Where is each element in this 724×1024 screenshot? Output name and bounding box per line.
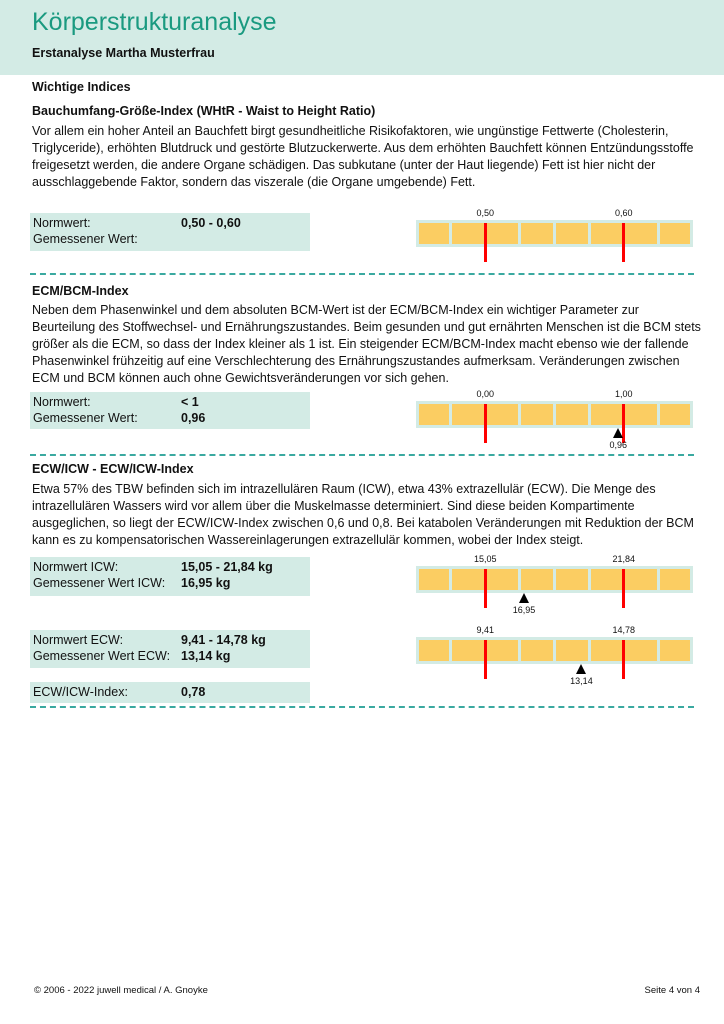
norm-low-label: 0,00 (476, 389, 495, 399)
norm-label: Normwert: (33, 395, 91, 409)
whtr-scale-bar: 0,50 0,60 (416, 208, 693, 262)
norm-low-label: 0,50 (476, 208, 495, 218)
measured-value: 13,14 kg (181, 649, 231, 663)
ecm-bcm-text: Neben dem Phasenwinkel und dem absoluten… (32, 303, 701, 385)
measured-marker-icon (519, 593, 529, 603)
measured-label: Gemessener Wert ICW: (33, 576, 166, 590)
norm-high-label: 14,78 (612, 625, 636, 635)
norm-high-label: 0,60 (614, 208, 633, 218)
scale-cell (659, 569, 690, 590)
norm-value: < 1 (181, 395, 199, 409)
scale-cell (419, 640, 450, 661)
scale-cell (521, 223, 553, 244)
ecw-values-box: Normwert ECW: 9,41 - 14,78 kg Gemessener … (30, 630, 310, 668)
section-divider (30, 454, 694, 456)
index-label: ECW/ICW-Index: (33, 685, 128, 699)
scale-cell (556, 404, 588, 425)
scale-cell (625, 223, 657, 244)
scale-cell (556, 569, 588, 590)
page-subtitle: Erstanalyse Martha Musterfrau (32, 46, 215, 60)
scale-cell (625, 404, 657, 425)
scale-cell (452, 640, 484, 661)
measured-value: 16,95 kg (181, 576, 231, 590)
measured-marker-icon (613, 428, 624, 438)
whtr-text: Vor allem ein hoher Anteil an Bauchfett … (32, 124, 694, 189)
scale-cell (486, 223, 519, 244)
whtr-values-box: Normwert: 0,50 - 0,60 Gemessener Wert: (30, 213, 310, 251)
ecw-scale-bar: 9,41 14,78 13,14 (416, 625, 693, 686)
scale-cell (590, 404, 623, 425)
ecm-bcm-heading: ECM/BCM-Index (32, 284, 129, 298)
norm-high-line (622, 569, 626, 608)
ecw-icw-index-box: ECW/ICW-Index: 0,78 (30, 682, 310, 703)
measured-marker-icon (576, 664, 587, 674)
scale-cell (625, 640, 657, 661)
scale-cell (556, 640, 588, 661)
measured-label: Gemessener Wert: (33, 232, 138, 246)
norm-value: 9,41 - 14,78 kg (181, 633, 266, 647)
footer-page-number: Seite 4 von 4 (644, 985, 700, 996)
scale-cell (452, 404, 484, 425)
scale-cell (486, 404, 519, 425)
scale-cell (521, 569, 553, 590)
scale-cell (419, 223, 450, 244)
scale-cell (659, 404, 690, 425)
measured-marker-label: 16,95 (512, 605, 536, 615)
section-divider (30, 706, 694, 708)
scale-cell (659, 640, 690, 661)
norm-low-label: 15,05 (473, 554, 497, 564)
scale-cell (521, 404, 553, 425)
norm-low-line (483, 569, 487, 608)
whtr-heading: Bauchumfang-Größe-Index (WHtR - Waist to… (32, 104, 376, 118)
scale-cell (556, 223, 588, 244)
scale-cell (590, 640, 623, 661)
norm-high-label: 1,00 (614, 389, 633, 399)
measured-marker-label: 0,96 (609, 440, 627, 450)
ecw-icw-heading: ECW/ICW - ECW/ICW-Index (32, 462, 194, 476)
norm-high-line (622, 223, 626, 262)
scale-cell (590, 223, 623, 244)
ecm-bcm-scale-bar: 0,00 1,00 0,96 (416, 389, 693, 450)
norm-value: 0,50 - 0,60 (181, 216, 241, 230)
measured-label: Gemessener Wert: (33, 411, 138, 425)
scale-cell (419, 404, 450, 425)
norm-label: Normwert: (33, 216, 91, 230)
index-value: 0,78 (181, 685, 206, 699)
norm-label: Normwert ECW: (33, 633, 124, 647)
measured-marker-label: 13,14 (570, 676, 593, 686)
scale-cell (486, 569, 519, 590)
norm-high-line (622, 404, 626, 443)
footer-copyright: © 2006 - 2022 juwell medical / A. Gnoyke (34, 985, 208, 996)
norm-low-line (483, 404, 487, 443)
scale-cell (625, 569, 657, 590)
scale-cell (590, 569, 623, 590)
norm-label: Normwert ICW: (33, 560, 119, 574)
section-title: Wichtige Indices (32, 80, 131, 94)
scale-cell (419, 569, 450, 590)
norm-low-label: 9,41 (476, 625, 495, 635)
scale-cell (486, 640, 519, 661)
norm-low-line (483, 640, 487, 679)
page-title: Körperstrukturanalyse (32, 8, 277, 36)
measured-label: Gemessener Wert ECW: (33, 649, 171, 663)
norm-low-line (483, 223, 487, 262)
header-band (0, 0, 724, 75)
norm-high-label: 21,84 (612, 554, 636, 564)
section-divider (30, 273, 694, 275)
ecw-icw-text: Etwa 57% des TBW befinden sich im intraz… (32, 482, 694, 547)
norm-high-line (622, 640, 626, 679)
ecm-bcm-values-box: Normwert: < 1 Gemessener Wert: 0,96 (30, 392, 310, 429)
norm-value: 15,05 - 21,84 kg (181, 560, 273, 574)
measured-value: 0,96 (181, 411, 206, 425)
scale-cell (521, 640, 553, 661)
icw-values-box: Normwert ICW: 15,05 - 21,84 kg Gemessener… (30, 557, 310, 596)
scale-cell (452, 569, 484, 590)
scale-cell (452, 223, 484, 244)
scale-cell (659, 223, 690, 244)
icw-scale-bar: 15,05 21,84 16,95 (416, 554, 693, 615)
